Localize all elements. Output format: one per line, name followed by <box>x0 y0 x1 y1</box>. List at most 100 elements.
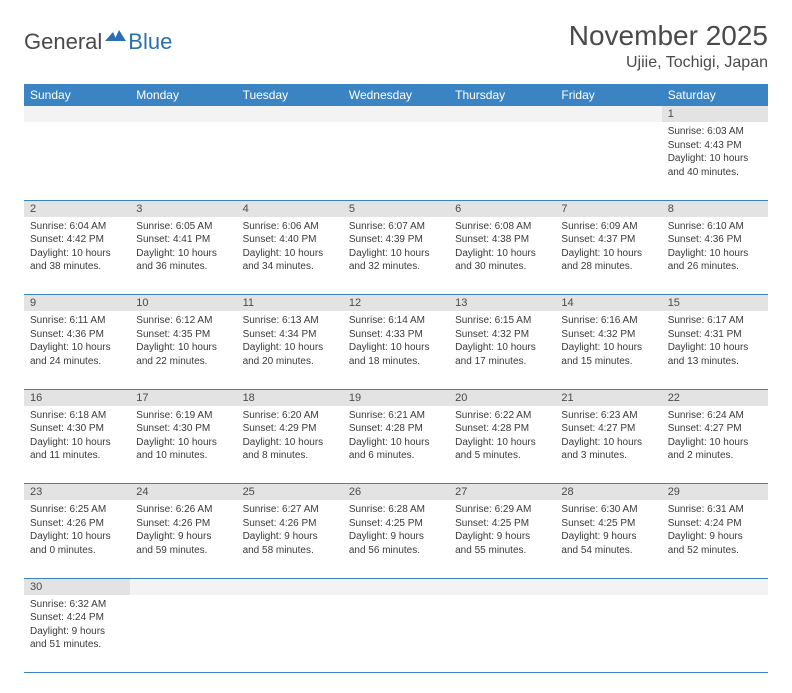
day-number: 24 <box>130 484 236 501</box>
day-cell: Sunrise: 6:24 AMSunset: 4:27 PMDaylight:… <box>662 406 768 484</box>
day-number-row: 1 <box>24 106 768 122</box>
logo-text-general: General <box>24 29 102 55</box>
day-number: 19 <box>343 389 449 406</box>
day-number <box>24 106 130 122</box>
day-number <box>237 106 343 122</box>
location: Ujiie, Tochigi, Japan <box>569 54 768 72</box>
day-cell: Sunrise: 6:26 AMSunset: 4:26 PMDaylight:… <box>130 500 236 578</box>
day-number: 30 <box>24 578 130 595</box>
day-cell <box>449 122 555 200</box>
day-number: 26 <box>343 484 449 501</box>
day-number <box>555 106 661 122</box>
day-cell <box>343 595 449 673</box>
day-cell <box>343 122 449 200</box>
day-content: Sunrise: 6:23 AMSunset: 4:27 PMDaylight:… <box>555 406 661 467</box>
day-cell: Sunrise: 6:23 AMSunset: 4:27 PMDaylight:… <box>555 406 661 484</box>
day-cell <box>449 595 555 673</box>
day-number: 11 <box>237 295 343 312</box>
day-cell: Sunrise: 6:12 AMSunset: 4:35 PMDaylight:… <box>130 311 236 389</box>
day-content: Sunrise: 6:03 AMSunset: 4:43 PMDaylight:… <box>662 122 768 183</box>
day-number: 13 <box>449 295 555 312</box>
day-content: Sunrise: 6:20 AMSunset: 4:29 PMDaylight:… <box>237 406 343 467</box>
day-number: 29 <box>662 484 768 501</box>
day-cell: Sunrise: 6:21 AMSunset: 4:28 PMDaylight:… <box>343 406 449 484</box>
day-content: Sunrise: 6:22 AMSunset: 4:28 PMDaylight:… <box>449 406 555 467</box>
day-cell <box>662 595 768 673</box>
day-number: 16 <box>24 389 130 406</box>
day-cell <box>130 122 236 200</box>
day-number: 17 <box>130 389 236 406</box>
day-content: Sunrise: 6:09 AMSunset: 4:37 PMDaylight:… <box>555 217 661 278</box>
day-cell: Sunrise: 6:14 AMSunset: 4:33 PMDaylight:… <box>343 311 449 389</box>
day-content: Sunrise: 6:04 AMSunset: 4:42 PMDaylight:… <box>24 217 130 278</box>
day-cell <box>24 122 130 200</box>
calendar-table: SundayMondayTuesdayWednesdayThursdayFrid… <box>24 84 768 673</box>
day-cell: Sunrise: 6:04 AMSunset: 4:42 PMDaylight:… <box>24 217 130 295</box>
logo: General Blue <box>24 28 172 55</box>
day-content: Sunrise: 6:05 AMSunset: 4:41 PMDaylight:… <box>130 217 236 278</box>
day-cell: Sunrise: 6:11 AMSunset: 4:36 PMDaylight:… <box>24 311 130 389</box>
day-cell: Sunrise: 6:28 AMSunset: 4:25 PMDaylight:… <box>343 500 449 578</box>
day-cell <box>237 595 343 673</box>
day-number: 8 <box>662 200 768 217</box>
day-cell: Sunrise: 6:31 AMSunset: 4:24 PMDaylight:… <box>662 500 768 578</box>
day-cell: Sunrise: 6:07 AMSunset: 4:39 PMDaylight:… <box>343 217 449 295</box>
header: General Blue November 2025 Ujiie, Tochig… <box>24 20 768 72</box>
weekday-header: Sunday <box>24 84 130 106</box>
day-number: 5 <box>343 200 449 217</box>
day-number: 2 <box>24 200 130 217</box>
day-content: Sunrise: 6:15 AMSunset: 4:32 PMDaylight:… <box>449 311 555 372</box>
day-content: Sunrise: 6:10 AMSunset: 4:36 PMDaylight:… <box>662 217 768 278</box>
day-number <box>449 106 555 122</box>
day-number: 22 <box>662 389 768 406</box>
day-number: 20 <box>449 389 555 406</box>
day-number-row: 30 <box>24 578 768 595</box>
day-number: 1 <box>662 106 768 122</box>
day-number: 3 <box>130 200 236 217</box>
logo-text-blue: Blue <box>128 29 172 55</box>
day-number: 21 <box>555 389 661 406</box>
day-cell: Sunrise: 6:13 AMSunset: 4:34 PMDaylight:… <box>237 311 343 389</box>
weekday-header-row: SundayMondayTuesdayWednesdayThursdayFrid… <box>24 84 768 106</box>
weekday-header: Tuesday <box>237 84 343 106</box>
day-cell: Sunrise: 6:03 AMSunset: 4:43 PMDaylight:… <box>662 122 768 200</box>
day-number: 25 <box>237 484 343 501</box>
day-cell <box>130 595 236 673</box>
day-content: Sunrise: 6:30 AMSunset: 4:25 PMDaylight:… <box>555 500 661 561</box>
day-cell: Sunrise: 6:16 AMSunset: 4:32 PMDaylight:… <box>555 311 661 389</box>
day-content-row: Sunrise: 6:04 AMSunset: 4:42 PMDaylight:… <box>24 217 768 295</box>
title-block: November 2025 Ujiie, Tochigi, Japan <box>569 20 768 72</box>
weekday-header: Wednesday <box>343 84 449 106</box>
day-cell: Sunrise: 6:19 AMSunset: 4:30 PMDaylight:… <box>130 406 236 484</box>
day-number: 7 <box>555 200 661 217</box>
day-number: 14 <box>555 295 661 312</box>
day-cell <box>555 122 661 200</box>
day-number: 10 <box>130 295 236 312</box>
day-content: Sunrise: 6:32 AMSunset: 4:24 PMDaylight:… <box>24 595 130 656</box>
day-cell: Sunrise: 6:27 AMSunset: 4:26 PMDaylight:… <box>237 500 343 578</box>
day-cell: Sunrise: 6:10 AMSunset: 4:36 PMDaylight:… <box>662 217 768 295</box>
day-content: Sunrise: 6:24 AMSunset: 4:27 PMDaylight:… <box>662 406 768 467</box>
day-content: Sunrise: 6:18 AMSunset: 4:30 PMDaylight:… <box>24 406 130 467</box>
day-content-row: Sunrise: 6:11 AMSunset: 4:36 PMDaylight:… <box>24 311 768 389</box>
day-content: Sunrise: 6:17 AMSunset: 4:31 PMDaylight:… <box>662 311 768 372</box>
day-content: Sunrise: 6:21 AMSunset: 4:28 PMDaylight:… <box>343 406 449 467</box>
day-number: 28 <box>555 484 661 501</box>
day-content: Sunrise: 6:06 AMSunset: 4:40 PMDaylight:… <box>237 217 343 278</box>
day-cell: Sunrise: 6:25 AMSunset: 4:26 PMDaylight:… <box>24 500 130 578</box>
day-number-row: 16171819202122 <box>24 389 768 406</box>
day-cell: Sunrise: 6:15 AMSunset: 4:32 PMDaylight:… <box>449 311 555 389</box>
day-cell: Sunrise: 6:06 AMSunset: 4:40 PMDaylight:… <box>237 217 343 295</box>
day-content: Sunrise: 6:11 AMSunset: 4:36 PMDaylight:… <box>24 311 130 372</box>
day-cell: Sunrise: 6:09 AMSunset: 4:37 PMDaylight:… <box>555 217 661 295</box>
day-content-row: Sunrise: 6:18 AMSunset: 4:30 PMDaylight:… <box>24 406 768 484</box>
day-content-row: Sunrise: 6:25 AMSunset: 4:26 PMDaylight:… <box>24 500 768 578</box>
day-cell <box>237 122 343 200</box>
day-number: 18 <box>237 389 343 406</box>
day-cell: Sunrise: 6:22 AMSunset: 4:28 PMDaylight:… <box>449 406 555 484</box>
day-number: 12 <box>343 295 449 312</box>
day-number <box>662 578 768 595</box>
day-content-row: Sunrise: 6:32 AMSunset: 4:24 PMDaylight:… <box>24 595 768 673</box>
day-content: Sunrise: 6:25 AMSunset: 4:26 PMDaylight:… <box>24 500 130 561</box>
day-number: 9 <box>24 295 130 312</box>
